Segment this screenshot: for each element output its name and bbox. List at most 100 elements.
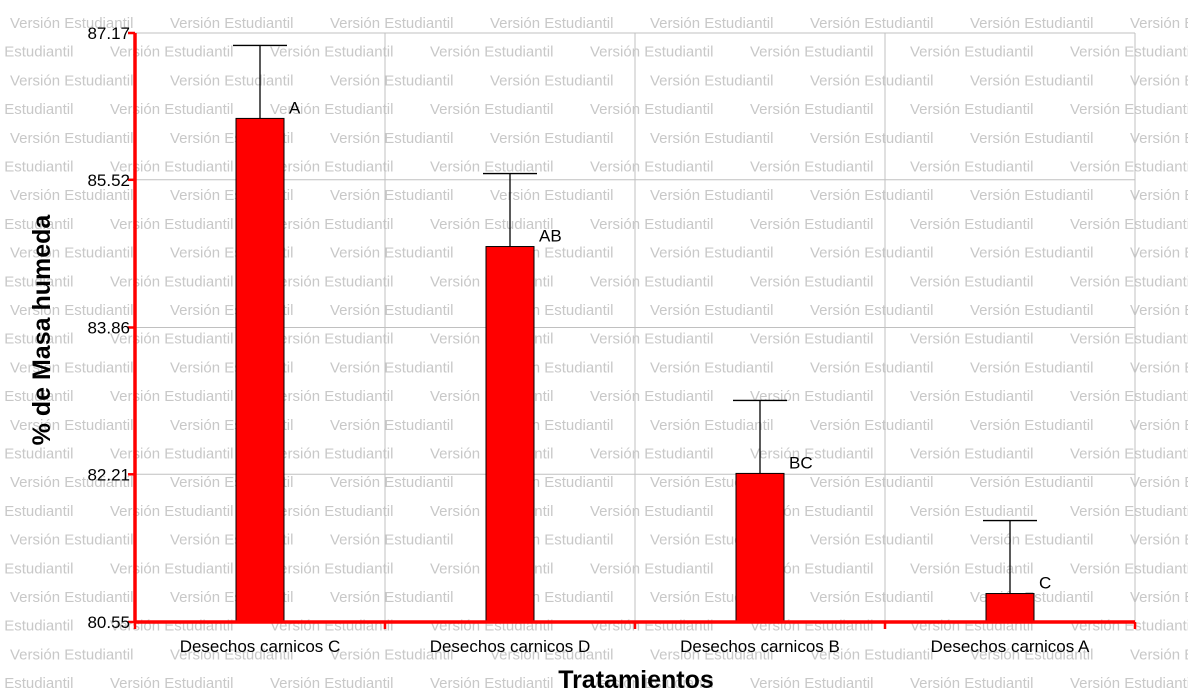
- watermark-text: Versión Estudiantil: [270, 388, 393, 405]
- watermark-text: Versión Estudiantil: [750, 44, 873, 61]
- watermark-text: Versión Estudiantil: [650, 15, 773, 32]
- watermark-text: Versión Estudiantil: [910, 446, 1033, 463]
- watermark-text: Versión Estudiantil: [650, 359, 773, 376]
- watermark-text: Versión Estudiantil: [430, 101, 553, 118]
- watermark-text: Versión Estudiantil: [0, 216, 73, 233]
- watermark-text: Versión Estudiantil: [1130, 72, 1188, 89]
- watermark-text: Versión Estudiantil: [750, 331, 873, 348]
- watermark-text: Versión Estudiantil: [910, 675, 1033, 691]
- watermark-text: Versión Estudiantil: [330, 72, 453, 89]
- y-tick-label: 82.21: [87, 465, 130, 484]
- watermark-text: Versión Estudiantil: [1130, 245, 1188, 262]
- watermark-text: Versión Estudiantil: [0, 331, 73, 348]
- watermark-text: Versión Estudiantil: [1130, 15, 1188, 32]
- watermark-text: Versión Estudiantil: [0, 503, 73, 520]
- watermark-text: Versión Estudiantil: [1070, 675, 1188, 691]
- watermark-text: Versión Estudiantil: [330, 187, 453, 204]
- watermark-text: Versión Estudiantil: [1070, 388, 1188, 405]
- watermark-text: Versión Estudiantil: [970, 245, 1093, 262]
- watermark-text: Versión Estudiantil: [170, 646, 293, 663]
- watermark-text: Versión Estudiantil: [490, 72, 613, 89]
- watermark-text: Versión Estudiantil: [970, 474, 1093, 491]
- watermark-layer: Versión Estudiantil Versión Estudiantil Ve…: [0, 15, 1188, 692]
- watermark-text: Versión Estudiantil: [0, 101, 73, 118]
- watermark-text: Versión Estudiantil: [590, 216, 713, 233]
- watermark-text: Versión Estudiantil: [910, 273, 1033, 290]
- watermark-text: Versión Estudiantil: [970, 302, 1093, 319]
- watermark-text: Versión Estudiantil: [10, 359, 133, 376]
- bars-layer: [233, 44, 1037, 623]
- watermark-text: Versión Estudiantil: [970, 359, 1093, 376]
- group-letter-label: C: [1039, 574, 1051, 593]
- watermark-text: Versión Estudiantil: [750, 675, 873, 691]
- y-tick-label: 85.52: [87, 171, 130, 190]
- y-tick-label: 87.17: [87, 24, 130, 43]
- watermark-text: Versión Estudiantil: [110, 216, 233, 233]
- watermark-text: Versión Estudiantil: [750, 101, 873, 118]
- watermark-text: Versión Estudiantil: [1070, 560, 1188, 577]
- watermark-text: Versión Estudiantil: [330, 474, 453, 491]
- watermark-text: Versión Estudiantil: [1070, 503, 1188, 520]
- watermark-text: Versión Estudiantil: [750, 159, 873, 176]
- watermark-text: Versión Estudiantil: [110, 503, 233, 520]
- watermark-text: Versión Estudiantil: [590, 446, 713, 463]
- x-tick-label: Desechos carnicos D: [430, 637, 591, 656]
- watermark-text: Versión Estudiantil: [810, 532, 933, 549]
- watermark-text: Versión Estudiantil: [810, 359, 933, 376]
- watermark-text: Versión Estudiantil: [970, 532, 1093, 549]
- x-axis-label: Tratamientos: [558, 666, 714, 691]
- watermark-text: Versión Estudiantil: [170, 15, 293, 32]
- watermark-text: Versión Estudiantil: [1070, 44, 1188, 61]
- watermark-text: Versión Estudiantil: [1130, 532, 1188, 549]
- watermark-text: Versión Estudiantil: [590, 101, 713, 118]
- watermark-text: Versión Estudiantil: [1130, 359, 1188, 376]
- watermark-text: Versión Estudiantil: [810, 187, 933, 204]
- bar: [235, 117, 285, 623]
- watermark-text: Versión Estudiantil: [970, 72, 1093, 89]
- y-tick-label: 80.55: [87, 613, 130, 632]
- watermark-text: Versión Estudiantil: [590, 331, 713, 348]
- watermark-text: Versión Estudiantil: [10, 245, 133, 262]
- watermark-text: Versión Estudiantil: [910, 216, 1033, 233]
- watermark-text: Versión Estudiantil: [0, 618, 73, 635]
- watermark-text: Versión Estudiantil: [270, 44, 393, 61]
- watermark-text: Versión Estudiantil: [650, 187, 773, 204]
- watermark-text: Versión Estudiantil: [970, 187, 1093, 204]
- watermark-text: Versión Estudiantil: [810, 417, 933, 434]
- watermark-text: Versión Estudiantil: [330, 589, 453, 606]
- bar: [985, 593, 1035, 623]
- watermark-text: Versión Estudiantil: [430, 159, 553, 176]
- x-tick-label: Desechos carnicos A: [931, 637, 1090, 656]
- group-letter-label: BC: [789, 453, 813, 472]
- watermark-text: Versión Estudiantil: [430, 675, 553, 691]
- watermark-text: Versión Estudiantil: [10, 15, 133, 32]
- grid-layer: [135, 32, 1136, 622]
- watermark-text: Versión Estudiantil: [1130, 646, 1188, 663]
- y-tick-label: 83.86: [87, 319, 130, 338]
- watermark-text: Versión Estudiantil: [270, 675, 393, 691]
- group-letter-label: A: [289, 98, 301, 117]
- watermark-text: Versión Estudiantil: [270, 159, 393, 176]
- watermark-text: Versión Estudiantil: [0, 560, 73, 577]
- watermark-text: Versión Estudiantil: [650, 646, 773, 663]
- watermark-text: Versión Estudiantil: [970, 130, 1093, 147]
- watermark-text: Versión Estudiantil: [910, 503, 1033, 520]
- watermark-text: Versión Estudiantil: [1070, 159, 1188, 176]
- watermark-text: Versión Estudiantil: [810, 130, 933, 147]
- watermark-text: Versión Estudiantil: [910, 101, 1033, 118]
- watermark-text: Versión Estudiantil: [750, 388, 873, 405]
- watermark-text: Versión Estudiantil: [110, 159, 233, 176]
- watermark-text: Versión Estudiantil: [330, 302, 453, 319]
- watermark-text: Versión Estudiantil: [270, 560, 393, 577]
- watermark-text: Versión Estudiantil: [650, 417, 773, 434]
- watermark-text: Versión Estudiantil: [1130, 302, 1188, 319]
- watermark-text: Versión Estudiantil: [330, 359, 453, 376]
- watermark-text: Versión Estudiantil: [10, 532, 133, 549]
- watermark-text: Versión Estudiantil: [650, 245, 773, 262]
- watermark-text: Versión Estudiantil: [910, 159, 1033, 176]
- y-axis-label: % de Masa humeda: [28, 214, 56, 446]
- axis-layer: [128, 31, 1137, 629]
- watermark-text: Versión Estudiantil: [10, 474, 133, 491]
- watermark-text: Versión Estudiantil: [1070, 331, 1188, 348]
